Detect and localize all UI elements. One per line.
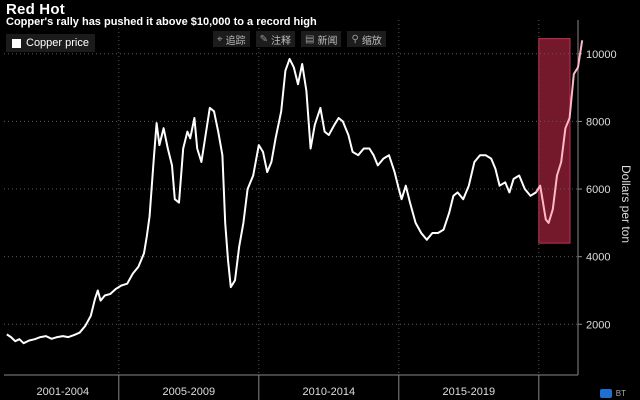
corner-badge: BT — [599, 389, 626, 398]
record-highlight-box — [538, 38, 571, 244]
x-tick-label: 2005-2009 — [162, 386, 215, 398]
x-axis: 2001-2004 2005-2009 2010-2014 2015-2019 — [4, 374, 578, 400]
zoom-button-label: 缩放 — [361, 35, 382, 47]
chart-title: Red Hot — [6, 1, 65, 18]
chart-toolbar: ⌖ 追踪 ✎ 注释 ▤ 新闻 ⚲ 缩放 — [213, 31, 386, 47]
y-tick-label: 8000 — [586, 116, 610, 128]
x-tick-label: 2015-2019 — [442, 386, 495, 398]
legend[interactable]: Copper price — [6, 34, 95, 52]
news-button-label: 新闻 — [317, 35, 338, 47]
annotate-button[interactable]: ✎ 注释 — [255, 31, 296, 47]
news-icon: ▤ — [305, 33, 315, 45]
x-tick-label: 2010-2014 — [302, 386, 355, 398]
corner-badge-text: BT — [615, 389, 626, 398]
track-button[interactable]: ⌖ 追踪 — [213, 31, 250, 47]
y-tick-label: 6000 — [586, 184, 610, 196]
badge-icon — [599, 389, 612, 398]
y-tick-label: 4000 — [586, 252, 610, 264]
legend-swatch — [12, 38, 21, 48]
zoom-icon: ⚲ — [351, 33, 359, 45]
y-axis: 2000 4000 6000 8000 10000 — [577, 20, 617, 375]
copper-price-line-recent — [535, 40, 584, 224]
track-button-label: 追踪 — [225, 35, 246, 47]
x-tick-label: 2001-2004 — [36, 386, 89, 398]
chart-subtitle: Copper's rally has pushed it above $10,0… — [6, 16, 317, 28]
y-tick-label: 2000 — [586, 319, 610, 331]
y-axis-label: Dollars per ton — [619, 165, 633, 243]
annotate-button-label: 注释 — [271, 35, 292, 47]
pencil-icon: ✎ — [259, 33, 269, 45]
y-tick-label: 10000 — [586, 49, 617, 61]
copper-price-line — [6, 57, 542, 345]
news-button[interactable]: ▤ 新闻 — [301, 31, 342, 47]
chart-grid — [4, 20, 578, 375]
zoom-button[interactable]: ⚲ 缩放 — [347, 31, 386, 47]
legend-label: Copper price — [26, 37, 89, 49]
crosshair-icon: ⌖ — [217, 33, 223, 45]
